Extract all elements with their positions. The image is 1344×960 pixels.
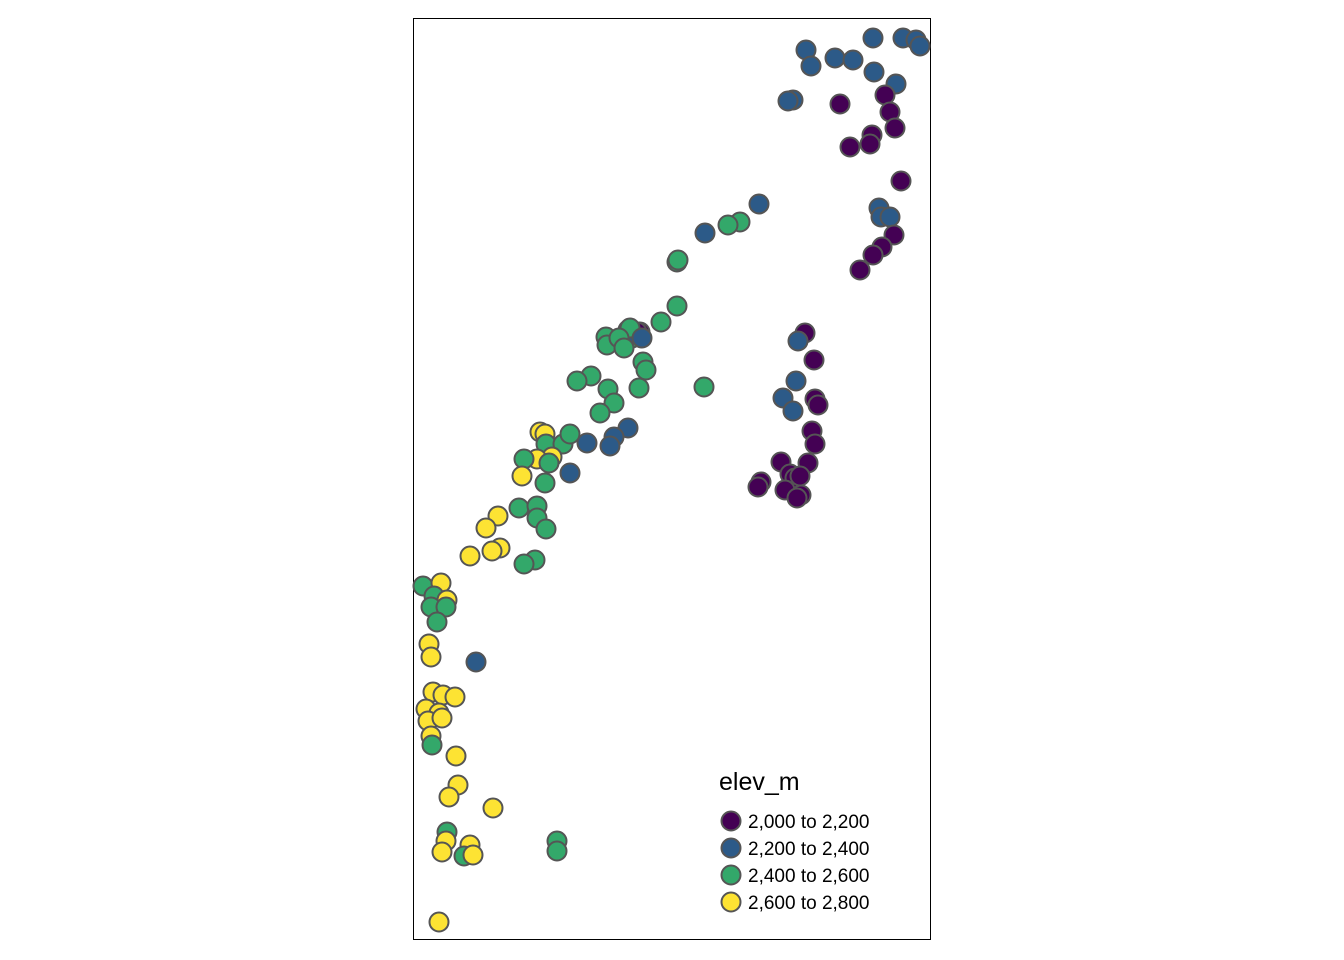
map-point: [859, 133, 881, 155]
legend-symbol: [720, 837, 742, 859]
legend-items: 2,000 to 2,200 2,200 to 2,400 2,400 to 2,6…: [720, 810, 870, 914]
map-point: [438, 786, 460, 808]
map-point: [631, 327, 653, 349]
map-point: [803, 349, 825, 371]
map-point: [513, 448, 535, 470]
map-point: [576, 432, 598, 454]
map-point: [599, 435, 621, 457]
map-point: [717, 214, 739, 236]
map-point: [782, 400, 804, 422]
map-point: [431, 707, 453, 729]
map-point: [789, 465, 811, 487]
legend-label: 2,600 to 2,800: [748, 893, 870, 914]
map-point: [890, 170, 912, 192]
map-point: [747, 476, 769, 498]
map-point: [863, 61, 885, 83]
map-point: [824, 47, 846, 69]
map-point: [839, 136, 861, 158]
map-point: [694, 222, 716, 244]
map-point: [546, 840, 568, 862]
map-point: [777, 90, 799, 112]
legend-symbol: [720, 810, 742, 832]
map-point: [879, 206, 901, 228]
map-point: [559, 462, 581, 484]
map-point: [785, 370, 807, 392]
legend-label: 2,400 to 2,600: [748, 866, 870, 887]
map-point: [481, 540, 503, 562]
map-point: [842, 49, 864, 71]
map-point: [635, 359, 657, 381]
map-point: [787, 330, 809, 352]
map-point: [862, 27, 884, 49]
legend-label: 2,200 to 2,400: [748, 839, 870, 860]
map-point: [459, 545, 481, 567]
map-point: [482, 797, 504, 819]
map-point: [538, 452, 560, 474]
map-point: [426, 611, 448, 633]
map-point: [613, 337, 635, 359]
map-point: [849, 259, 871, 281]
map-point: [559, 423, 581, 445]
map-point: [884, 117, 906, 139]
map-point: [603, 392, 625, 414]
map-point: [475, 517, 497, 539]
map-point: [465, 651, 487, 673]
map-point: [650, 311, 672, 333]
map-point: [786, 487, 808, 509]
legend: elev_m 2,000 to 2,200 2,200 to 2,400 2,400…: [719, 768, 870, 914]
map-point: [829, 93, 851, 115]
map-point: [667, 249, 689, 271]
map-point: [804, 433, 826, 455]
map-point: [807, 394, 829, 416]
map-point: [421, 734, 443, 756]
legend-symbol: [720, 891, 742, 913]
map-point: [462, 844, 484, 866]
map-point: [508, 497, 530, 519]
survey-points: [412, 27, 931, 933]
map-point: [800, 55, 822, 77]
map-point: [909, 35, 931, 57]
map-point: [435, 596, 457, 618]
map-point: [431, 841, 453, 863]
legend-title: elev_m: [719, 768, 800, 796]
map-point: [748, 193, 770, 215]
map-point: [513, 553, 535, 575]
map-point: [445, 745, 467, 767]
map-point: [511, 465, 533, 487]
map-point: [862, 244, 884, 266]
map-point: [589, 402, 611, 424]
legend-symbol: [720, 864, 742, 886]
map-point: [428, 911, 450, 933]
map-point: [693, 376, 715, 398]
map-point: [666, 295, 688, 317]
legend-label: 2,000 to 2,200: [748, 812, 870, 833]
map-point: [534, 472, 556, 494]
map-point: [420, 646, 442, 668]
map-point: [535, 518, 557, 540]
map-point: [628, 377, 650, 399]
map-point: [566, 370, 588, 392]
map-frame: [413, 18, 931, 940]
map-point: [444, 686, 466, 708]
